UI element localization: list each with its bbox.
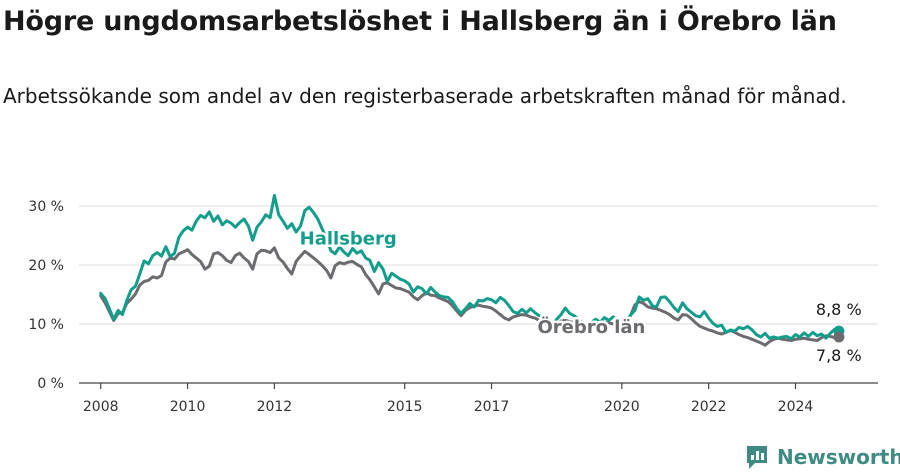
chart-subtitle: Arbetssökande som andel av den registerb…	[3, 84, 847, 108]
newsworthy-logo: Newsworthy	[745, 442, 900, 472]
end-value-label: 8,8 %	[816, 300, 862, 319]
x-tick-label: 2008	[83, 399, 119, 415]
x-tick-label: 2024	[778, 399, 814, 415]
series-label: Hallsberg	[300, 228, 397, 249]
y-tick-label: 10 %	[28, 317, 64, 333]
brand-name: Newsworthy	[777, 445, 900, 469]
x-tick-label: 2010	[170, 399, 206, 415]
series-label: Örebro län	[537, 316, 645, 338]
end-point-orebro	[833, 331, 845, 343]
x-tick-label: 2022	[691, 399, 727, 415]
y-tick-label: 0 %	[37, 376, 64, 392]
end-value-label: 7,8 %	[816, 346, 862, 365]
y-tick-label: 30 %	[28, 199, 64, 215]
x-tick-label: 2017	[474, 399, 510, 415]
chart-title: Högre ungdomsarbetslöshet i Hallsberg än…	[3, 6, 837, 37]
series-line-orebro	[99, 246, 841, 347]
x-tick-label: 2020	[604, 399, 640, 415]
x-tick-label: 2012	[257, 399, 293, 415]
y-tick-label: 20 %	[28, 258, 64, 274]
series-line-hallsberg	[99, 193, 841, 341]
x-tick-label: 2015	[387, 399, 423, 415]
newsworthy-icon	[747, 446, 767, 469]
